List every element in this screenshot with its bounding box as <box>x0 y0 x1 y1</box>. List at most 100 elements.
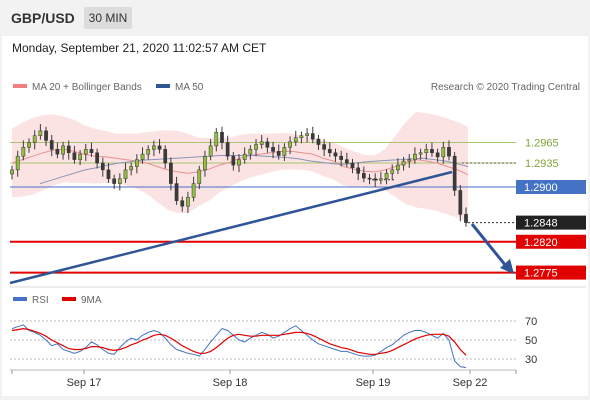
candle-body <box>214 131 219 147</box>
candle-body <box>112 178 117 184</box>
candle-body <box>458 190 463 215</box>
candle-body <box>447 147 451 157</box>
x-tick-label: Sep 18 <box>213 377 248 389</box>
rsi-layer: 70 50 30 <box>10 316 537 369</box>
candle-body <box>208 145 213 157</box>
candle-body <box>407 159 412 162</box>
candle-body <box>21 147 26 157</box>
candle-body <box>225 142 230 157</box>
x-axis-ticks: Sep 17 Sep 18 Sep 19 Sep 22 <box>11 370 517 389</box>
candle-body <box>327 149 332 154</box>
candle-body <box>265 141 270 148</box>
candle-body <box>123 169 128 180</box>
level-label-1.2900: 1.2900 <box>524 182 558 194</box>
candle-body <box>384 173 389 180</box>
candle-body <box>220 131 224 143</box>
candle-body <box>316 138 321 145</box>
candle-body <box>373 178 378 181</box>
rising-trendline <box>9 170 453 285</box>
bollinger-legend-label: MA 20 + Bollinger Bands <box>32 82 142 93</box>
candle-body <box>203 155 207 171</box>
rsi-ma-line <box>11 327 467 356</box>
candle-body <box>38 130 43 136</box>
candle-body <box>146 149 151 155</box>
rsi-ma-legend-swatch <box>62 297 76 301</box>
candle-body <box>282 147 287 156</box>
candle-body <box>10 169 14 175</box>
rsi-ma-legend-label: 9MA <box>81 295 102 306</box>
ma50-legend-swatch <box>156 84 170 88</box>
credit-label: Research © 2020 Trading Central <box>431 82 580 93</box>
candle-body <box>106 169 111 180</box>
candle-body <box>299 135 304 138</box>
timeframe-badge[interactable]: 30 MIN <box>84 7 132 29</box>
pair-title: GBP/USD <box>11 10 75 26</box>
candle-body <box>390 169 395 174</box>
forecast-arrow-shaft <box>470 223 508 267</box>
candle-body <box>78 153 82 160</box>
level-badge-1.2775 <box>516 265 586 280</box>
candle-body <box>191 183 196 198</box>
candle-body <box>129 166 134 171</box>
candle-body <box>413 153 417 160</box>
candle-body <box>271 147 275 152</box>
candle-body <box>452 155 457 191</box>
ma50-line <box>39 155 469 185</box>
level-label-1.2965: 1.2965 <box>525 138 559 150</box>
candle-body <box>305 133 309 136</box>
candle-body <box>157 145 162 150</box>
candle-body <box>117 178 122 184</box>
ma50-legend-label: MA 50 <box>175 82 204 93</box>
top-bar: GBP/USD 30 MIN <box>0 0 590 36</box>
candle-body <box>186 197 190 207</box>
rsi-line <box>11 324 467 369</box>
candle-body <box>254 144 258 150</box>
candle-body <box>344 159 349 164</box>
candle-body <box>174 183 179 201</box>
level-badge-1.2900 <box>516 180 586 194</box>
level-label-1.2775: 1.2775 <box>524 268 558 280</box>
candle-body <box>379 178 383 181</box>
rsi-tick-30: 30 <box>525 354 537 366</box>
candle-body <box>276 151 281 156</box>
candle-body <box>441 147 446 158</box>
candle-body <box>396 164 400 171</box>
candle-body <box>72 152 77 160</box>
candle-body <box>44 130 48 141</box>
level-badge-1.2848 <box>516 215 586 230</box>
forecast-arrow-head <box>500 259 514 274</box>
candle-body <box>49 140 54 150</box>
candle-body <box>248 149 253 155</box>
level-label-1.2935: 1.2935 <box>525 158 559 170</box>
candle-body <box>61 145 65 155</box>
candle-body <box>83 149 88 155</box>
candle-body <box>418 152 423 155</box>
rsi-legend-label: RSI <box>32 295 49 306</box>
candle-body <box>135 159 139 167</box>
candle-body <box>140 153 145 160</box>
candle-body <box>464 214 468 223</box>
candle-body <box>89 149 94 154</box>
candle-body <box>310 133 315 140</box>
candle-body <box>362 173 366 179</box>
chart-panel <box>2 36 588 396</box>
candle-body <box>242 153 247 160</box>
chart-datetime: Monday, September 21, 2020 11:02:57 AM C… <box>12 41 267 55</box>
candle-body <box>367 177 372 180</box>
rsi-tick-70: 70 <box>525 316 537 328</box>
candle-body <box>293 137 298 143</box>
x-tick-label: Sep 22 <box>453 377 488 389</box>
candles-layer <box>10 124 468 227</box>
candle-body <box>401 160 406 166</box>
candle-body <box>180 200 185 207</box>
level-labels-layer: 1.2965 1.2935 1.2900 1.2848 1.2820 1.2775 <box>516 138 586 280</box>
level-label-1.2820: 1.2820 <box>524 237 558 249</box>
rsi-tick-50: 50 <box>525 335 537 347</box>
candle-body <box>333 152 338 157</box>
bollinger-band-fill <box>12 111 468 223</box>
candle-body <box>66 145 71 154</box>
candle-body <box>95 152 99 164</box>
candle-body <box>231 155 236 166</box>
level-label-1.2848: 1.2848 <box>524 218 558 230</box>
